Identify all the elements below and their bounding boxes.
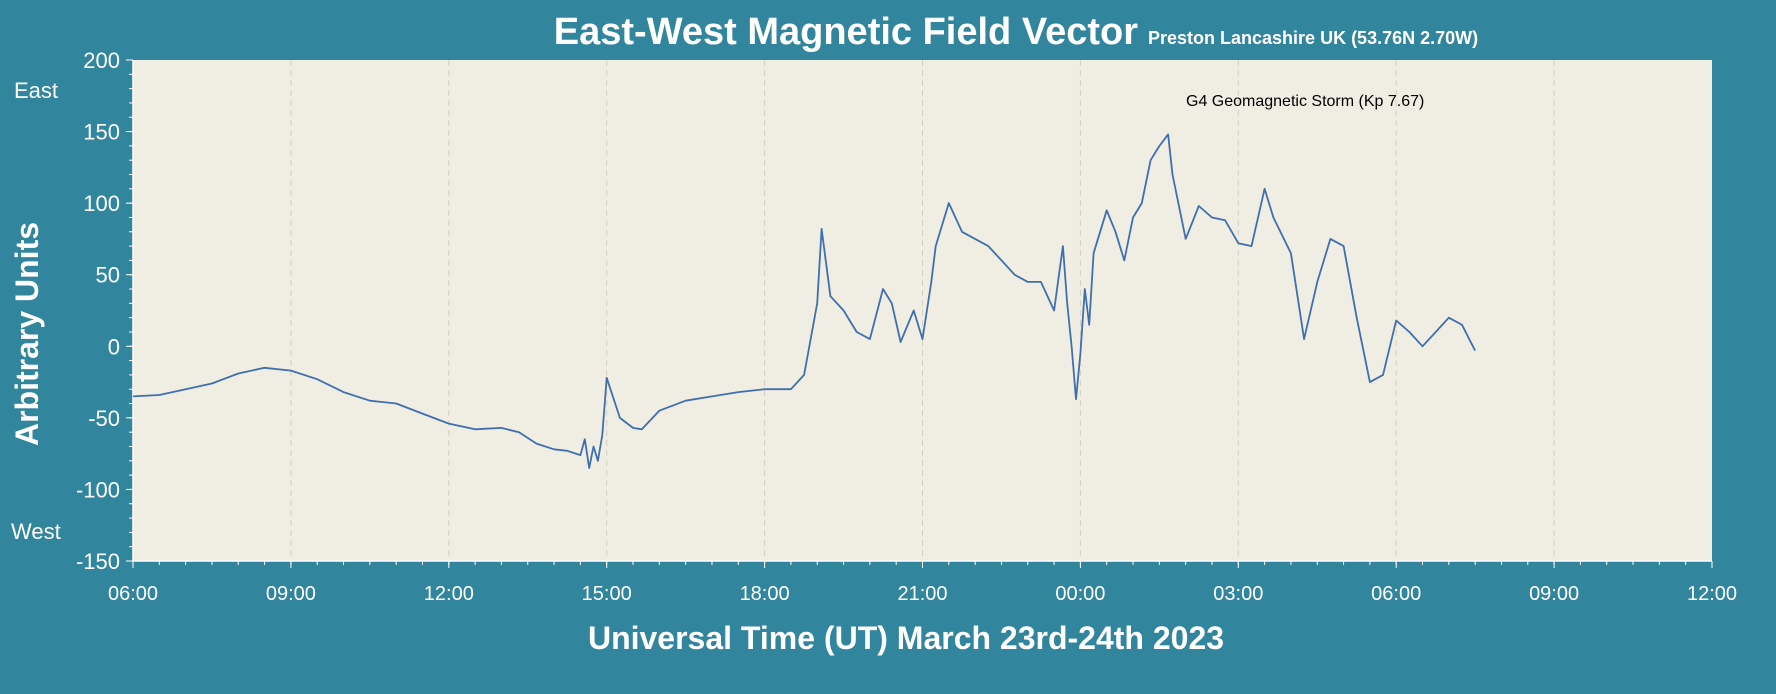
y-tick-label: -100	[76, 477, 120, 502]
y-tick-labels: -150 -100 -50 0 50 100 150 200	[76, 48, 120, 574]
y-tick-label: 150	[83, 120, 120, 145]
x-tick-label: 09:00	[1529, 583, 1579, 605]
x-tick-label: 12:00	[424, 583, 474, 605]
x-tick-label: 06:00	[108, 583, 158, 605]
y-tick-label: -150	[76, 549, 120, 574]
east-label: East	[14, 78, 58, 103]
x-tick-label: 03:00	[1213, 583, 1263, 605]
x-tick-label: 00:00	[1055, 583, 1105, 605]
x-tick-label: 21:00	[897, 583, 947, 605]
axes	[126, 59, 1713, 568]
west-label: West	[11, 519, 61, 544]
y-tick-label: -50	[88, 406, 120, 431]
storm-annotation: G4 Geomagnetic Storm (Kp 7.67)	[1186, 93, 1424, 110]
chart-title: East-West Magnetic Field Vector	[554, 11, 1138, 53]
x-axis-title: Universal Time (UT) March 23rd-24th 2023	[588, 620, 1224, 656]
y-tick-label: 200	[83, 48, 120, 73]
x-tick-label: 12:00	[1687, 583, 1737, 605]
y-tick-label: 100	[83, 191, 120, 216]
x-tick-labels: 06:00 09:00 12:00 15:00 18:00 21:00 00:00 03:00…	[108, 583, 1737, 605]
x-tick-label: 09:00	[266, 583, 316, 605]
x-tick-label: 18:00	[740, 583, 790, 605]
data-series	[132, 133, 1476, 469]
grid-lines	[290, 60, 1555, 561]
x-tick-label: 15:00	[582, 583, 632, 605]
y-axis-title: Arbitrary Units	[9, 222, 45, 446]
series-line	[132, 133, 1476, 469]
x-tick-label: 06:00	[1371, 583, 1421, 605]
y-tick-label: 0	[108, 334, 120, 359]
chart-subtitle: Preston Lancashire UK (53.76N 2.70W)	[1148, 28, 1478, 48]
y-tick-label: 50	[96, 263, 120, 288]
